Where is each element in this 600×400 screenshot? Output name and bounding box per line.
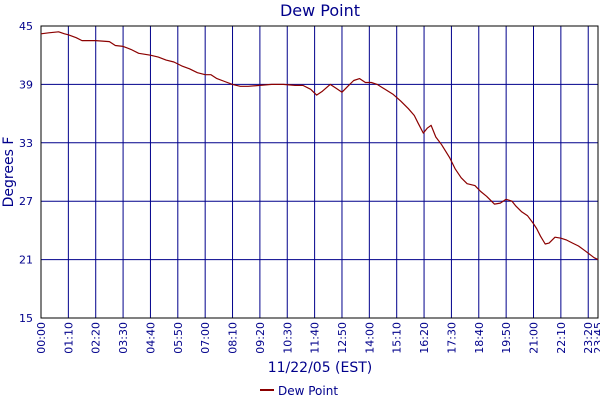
chart-grid: [40, 25, 599, 319]
series-line-dew-point: [40, 31, 599, 261]
legend-label: Dew Point: [278, 384, 338, 398]
x-tick-label: 00:00: [35, 322, 48, 354]
x-tick-label: 01:10: [62, 322, 75, 354]
x-tick-label: 05:50: [172, 322, 185, 354]
x-tick-label: 18:40: [473, 322, 486, 354]
x-tick-label: 14:00: [363, 322, 376, 354]
y-tick-label: 33: [19, 137, 33, 150]
x-tick-label: 04:40: [144, 322, 157, 354]
chart-title: Dew Point: [280, 1, 360, 20]
x-tick-label: 11:40: [309, 322, 322, 354]
x-tick-label: 17:30: [445, 322, 458, 354]
x-tick-label: 02:20: [90, 322, 103, 354]
y-axis-label: Degrees F: [1, 137, 17, 208]
x-axis-ticks: 00:00 01:10 02:20 03:30 04:40 05:50 07:00 08:10…: [35, 322, 600, 354]
x-tick-label: 15:10: [391, 322, 404, 354]
y-tick-label: 21: [19, 254, 33, 267]
x-tick-label: 22:10: [555, 322, 568, 354]
y-tick-label: 45: [19, 20, 33, 33]
x-tick-label: 16:20: [418, 322, 431, 354]
x-tick-label: 07:00: [199, 322, 212, 354]
plot-area: [40, 25, 599, 319]
x-tick-label: 09:20: [254, 322, 267, 354]
y-tick-label: 15: [19, 312, 33, 325]
x-tick-label: 12:50: [336, 322, 349, 354]
x-tick-label: 21:00: [528, 322, 541, 354]
x-tick-label: 23:45: [592, 322, 600, 354]
x-tick-label: 23:20: [582, 322, 595, 354]
series-group: [40, 31, 599, 261]
x-tick-label: 19:50: [500, 322, 513, 354]
x-axis-label: 11/22/05 (EST): [268, 360, 373, 376]
x-tick-label: 03:30: [117, 322, 130, 354]
x-tick-label: 10:30: [281, 322, 294, 354]
y-tick-label: 27: [19, 195, 33, 208]
y-axis-ticks: 45 39 33 27 21 15: [19, 20, 33, 325]
y-tick-label: 39: [19, 78, 33, 91]
x-tick-label: 08:10: [227, 322, 240, 354]
legend: Dew Point: [260, 384, 338, 398]
